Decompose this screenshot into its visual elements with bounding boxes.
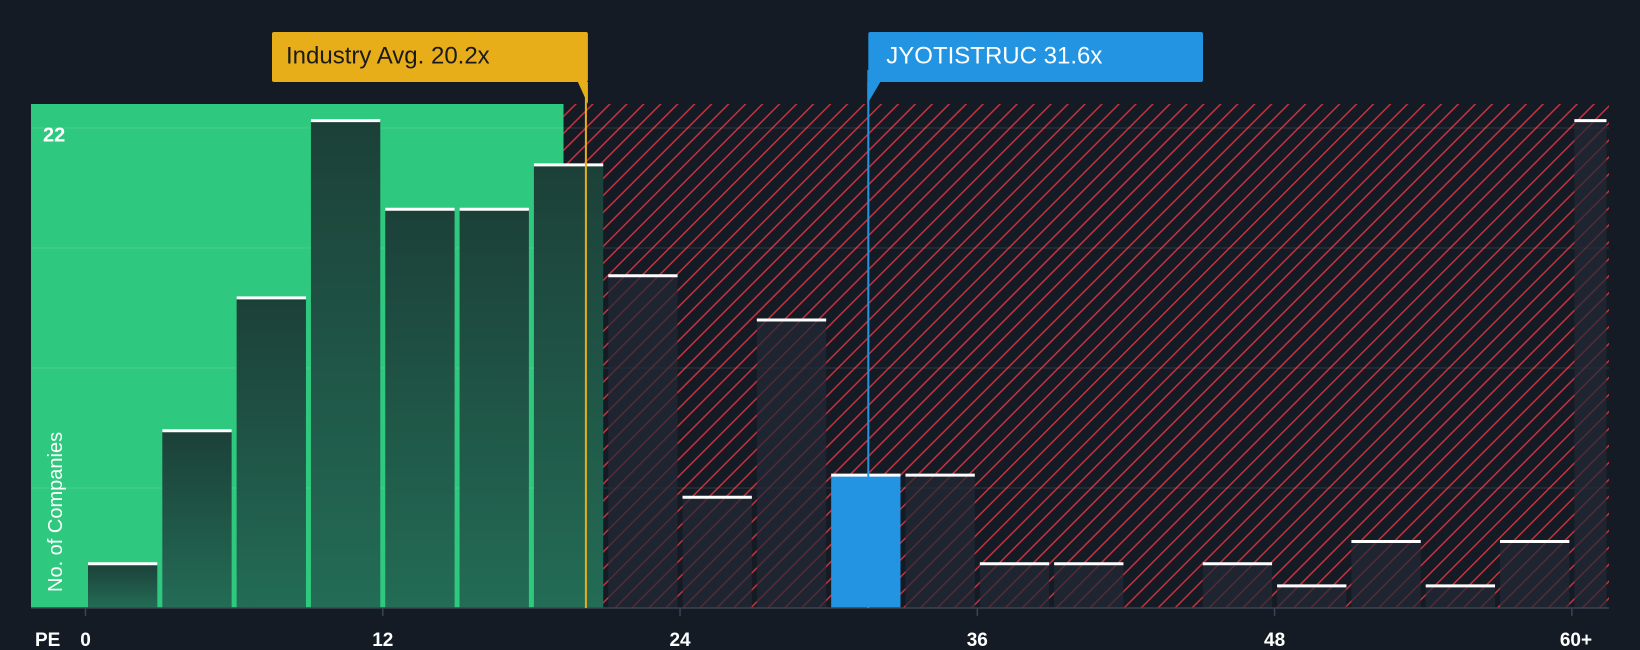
industry-avg-callout bbox=[272, 32, 588, 82]
histogram-bars bbox=[87, 120, 1607, 608]
x-tick-labels: 0 12 24 36 48 60+ bbox=[80, 608, 1592, 650]
x-tick-label: 12 bbox=[372, 630, 393, 650]
y-axis-title: No. of Companies bbox=[45, 432, 67, 592]
x-tick-label: 36 bbox=[967, 630, 988, 650]
histogram-bar bbox=[162, 430, 232, 608]
histogram-bar bbox=[87, 563, 158, 608]
histogram-bar bbox=[608, 275, 678, 608]
histogram-bar bbox=[236, 297, 306, 608]
histogram-bar bbox=[1500, 541, 1570, 608]
histogram-bar bbox=[310, 120, 381, 608]
histogram-bar bbox=[756, 320, 827, 608]
x-axis-title: PE bbox=[35, 630, 60, 650]
histogram-bar bbox=[1574, 120, 1607, 608]
histogram-bar bbox=[1351, 541, 1421, 608]
x-tick-label: 48 bbox=[1264, 630, 1285, 650]
histogram-bar bbox=[533, 164, 604, 608]
industry-avg-label: Industry Avg. 20.2x bbox=[286, 42, 490, 69]
company-pe-callout bbox=[868, 32, 1203, 82]
histogram-bar bbox=[459, 209, 529, 608]
histogram-bar bbox=[682, 497, 752, 608]
industry-avg-pointer bbox=[577, 82, 588, 104]
histogram-bar bbox=[1202, 563, 1273, 608]
histogram-bar bbox=[1277, 585, 1347, 608]
x-tick-label: 24 bbox=[669, 630, 691, 650]
company-bar bbox=[831, 475, 901, 608]
histogram-bar bbox=[979, 563, 1050, 608]
x-tick-label: 60+ bbox=[1560, 630, 1592, 650]
histogram-bar bbox=[905, 475, 975, 608]
histogram-bar bbox=[1054, 563, 1124, 608]
company-pe-label: JYOTISTRUC 31.6x bbox=[886, 42, 1102, 69]
x-tick-label: 0 bbox=[80, 630, 91, 650]
histogram-bar bbox=[1425, 585, 1496, 608]
company-pe-pointer bbox=[867, 82, 881, 104]
bar-caps bbox=[87, 119, 1607, 588]
histogram-bar bbox=[385, 209, 455, 608]
y-tick-label: 22 bbox=[43, 125, 65, 147]
